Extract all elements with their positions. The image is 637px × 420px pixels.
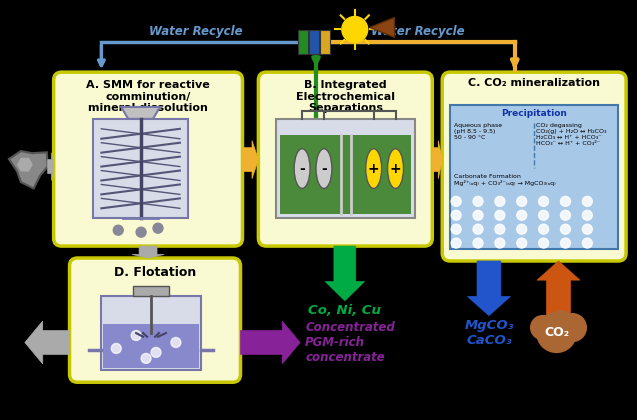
Polygon shape [243,141,259,178]
Text: +: + [390,162,401,176]
Circle shape [153,223,163,233]
Circle shape [451,238,461,248]
FancyBboxPatch shape [259,72,433,246]
Circle shape [582,210,592,220]
Circle shape [451,197,461,206]
Text: Concentrated
PGM-rich
concentrate: Concentrated PGM-rich concentrate [305,321,395,364]
Bar [276,119,415,218]
Circle shape [539,197,548,206]
Circle shape [561,238,570,248]
Circle shape [171,338,181,347]
Text: CO₂: CO₂ [544,326,569,339]
Circle shape [517,224,527,234]
Polygon shape [17,158,32,171]
Polygon shape [48,152,54,181]
Circle shape [495,238,505,248]
Circle shape [517,238,527,248]
Circle shape [113,225,123,235]
Circle shape [451,210,461,220]
Circle shape [539,224,548,234]
Circle shape [451,224,461,234]
FancyBboxPatch shape [69,258,241,382]
Circle shape [473,210,483,220]
Bar [298,30,308,54]
Circle shape [131,331,141,341]
Ellipse shape [294,149,310,189]
Circle shape [473,197,483,206]
Circle shape [539,238,548,248]
Bar [133,286,169,296]
Text: Precipitation: Precipitation [501,109,567,118]
Text: MgCO₃
CaCO₃: MgCO₃ CaCO₃ [464,319,513,346]
Polygon shape [132,246,164,258]
Bar [101,296,201,370]
Circle shape [582,224,592,234]
Text: D. Flotation: D. Flotation [114,266,196,279]
Circle shape [111,344,121,353]
Circle shape [552,311,571,331]
Circle shape [539,210,548,220]
Text: Carbonate Formation
Mg²⁺₍ₐq₎ + CO₃²⁻₍ₐq₎ → MgCO₃₍ₐq₎: Carbonate Formation Mg²⁺₍ₐq₎ + CO₃²⁻₍ₐq₎… [454,173,556,186]
Text: CO₂ degassing
CO₂(g) + H₂O ↔ H₂CO₃
H₂CO₃ ↔ H⁺ + HCO₃⁻
HCO₃⁻ ↔ H⁺ + CO₃²⁻: CO₂ degassing CO₂(g) + H₂O ↔ H₂CO₃ H₂CO₃… [536,123,606,147]
Text: Co, Ni, Cu: Co, Ni, Cu [308,304,382,317]
Circle shape [559,314,586,341]
Text: C. CO₂ mineralization: C. CO₂ mineralization [468,78,600,88]
Polygon shape [25,321,69,364]
Bar [103,323,199,368]
Circle shape [495,197,505,206]
Circle shape [517,197,527,206]
Circle shape [561,210,570,220]
Bar [450,105,618,249]
Polygon shape [21,161,29,168]
Circle shape [561,224,570,234]
Polygon shape [19,159,31,171]
Polygon shape [537,261,580,316]
Circle shape [561,197,570,206]
Circle shape [531,316,555,339]
Polygon shape [369,18,394,37]
Circle shape [517,210,527,220]
Circle shape [582,197,592,206]
Bar [309,30,319,54]
Circle shape [495,210,505,220]
Circle shape [151,347,161,357]
Polygon shape [468,261,510,316]
Circle shape [473,224,483,234]
Polygon shape [9,151,48,189]
FancyBboxPatch shape [442,72,626,261]
Bar [94,119,188,218]
Bar [320,30,330,54]
Circle shape [141,353,151,363]
Text: +: + [368,162,380,176]
Text: A. SMM for reactive
comminution/
mineral dissolution: A. SMM for reactive comminution/ mineral… [86,80,210,113]
Ellipse shape [316,149,332,189]
Text: -: - [321,162,327,176]
Text: V: V [307,5,321,23]
Circle shape [136,227,146,237]
Polygon shape [325,246,364,301]
Bar [280,135,412,214]
Text: B. Integrated
Electrochemical
Separations: B. Integrated Electrochemical Separation… [296,80,395,113]
Circle shape [473,238,483,248]
Circle shape [342,16,368,42]
Text: Aqueous phase
(pH 8.5 - 9.5)
50 - 90 °C: Aqueous phase (pH 8.5 - 9.5) 50 - 90 °C [454,123,503,140]
Ellipse shape [387,149,403,189]
FancyBboxPatch shape [54,72,243,246]
Ellipse shape [366,149,382,189]
Text: Water Recycle: Water Recycle [371,25,464,38]
Polygon shape [121,107,160,119]
Polygon shape [433,141,442,178]
Polygon shape [241,321,300,364]
Text: Water Recycle: Water Recycle [149,25,243,38]
Text: -: - [299,162,305,176]
Circle shape [582,238,592,248]
Circle shape [536,312,576,352]
Circle shape [495,224,505,234]
